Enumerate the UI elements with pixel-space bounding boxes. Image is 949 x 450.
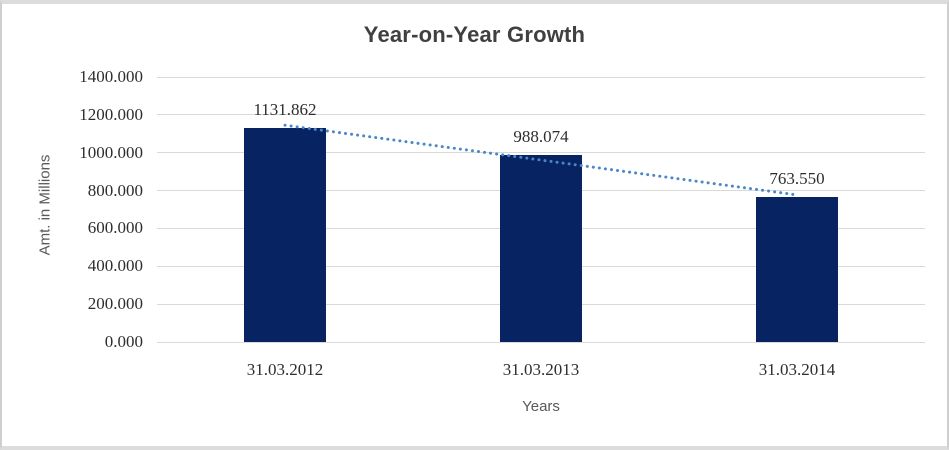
x-tick-label: 31.03.2014 — [758, 360, 836, 379]
gridline — [157, 152, 925, 154]
chart-title: Year-on-Year Growth — [363, 22, 586, 47]
bar — [500, 154, 582, 342]
y-tick-label: 1400.000 — [79, 67, 143, 86]
y-tick-label: 200.000 — [87, 294, 143, 314]
bar — [756, 197, 838, 342]
y-tick-label: 600.000 — [87, 218, 143, 238]
gridline — [157, 341, 925, 343]
trendline — [283, 123, 799, 197]
y-tick-label: 1000.000 — [79, 142, 143, 162]
y-tick-label: 800.000 — [87, 180, 143, 200]
gridline — [157, 76, 925, 78]
bar — [244, 127, 326, 342]
y-tick-label: 0.000 — [104, 332, 143, 351]
y-tick-label: 1200.000 — [79, 104, 143, 124]
x-axis-title: Years — [522, 398, 560, 415]
bar-value-label: 988.074 — [513, 126, 569, 146]
y-axis-labels: 1400.000 1200.000 1000.000 800.000 600.000 40… — [2, 67, 143, 351]
gridline — [157, 114, 925, 116]
plot-area: 1131.862 988.074 763.550 — [157, 76, 925, 343]
bar-value-label: 763.550 — [769, 169, 825, 189]
bar-value-label: 1131.862 — [253, 99, 317, 119]
y-tick-label: 400.000 — [87, 256, 143, 276]
x-axis-labels: 31.03.2012 31.03.2013 31.03.2014 — [157, 359, 925, 383]
x-tick-label: 31.03.2012 — [246, 360, 324, 379]
x-tick-label: 31.03.2013 — [502, 360, 580, 379]
